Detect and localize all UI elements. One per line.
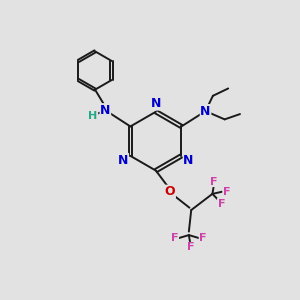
Text: F: F (187, 242, 194, 253)
Text: F: F (223, 187, 230, 196)
Text: F: F (218, 199, 225, 208)
Text: N: N (183, 154, 194, 166)
Text: F: F (210, 176, 218, 187)
Text: N: N (100, 104, 110, 117)
Text: O: O (165, 185, 175, 198)
Text: N: N (118, 154, 128, 166)
Text: H: H (88, 110, 98, 121)
Text: N: N (151, 97, 161, 110)
Text: F: F (171, 233, 178, 243)
Text: N: N (200, 105, 211, 118)
Text: F: F (199, 233, 207, 243)
